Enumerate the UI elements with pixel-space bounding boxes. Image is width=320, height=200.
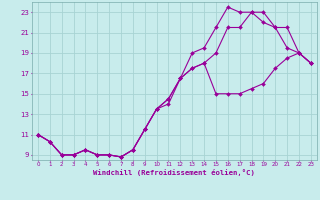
X-axis label: Windchill (Refroidissement éolien,°C): Windchill (Refroidissement éolien,°C) [93,169,255,176]
